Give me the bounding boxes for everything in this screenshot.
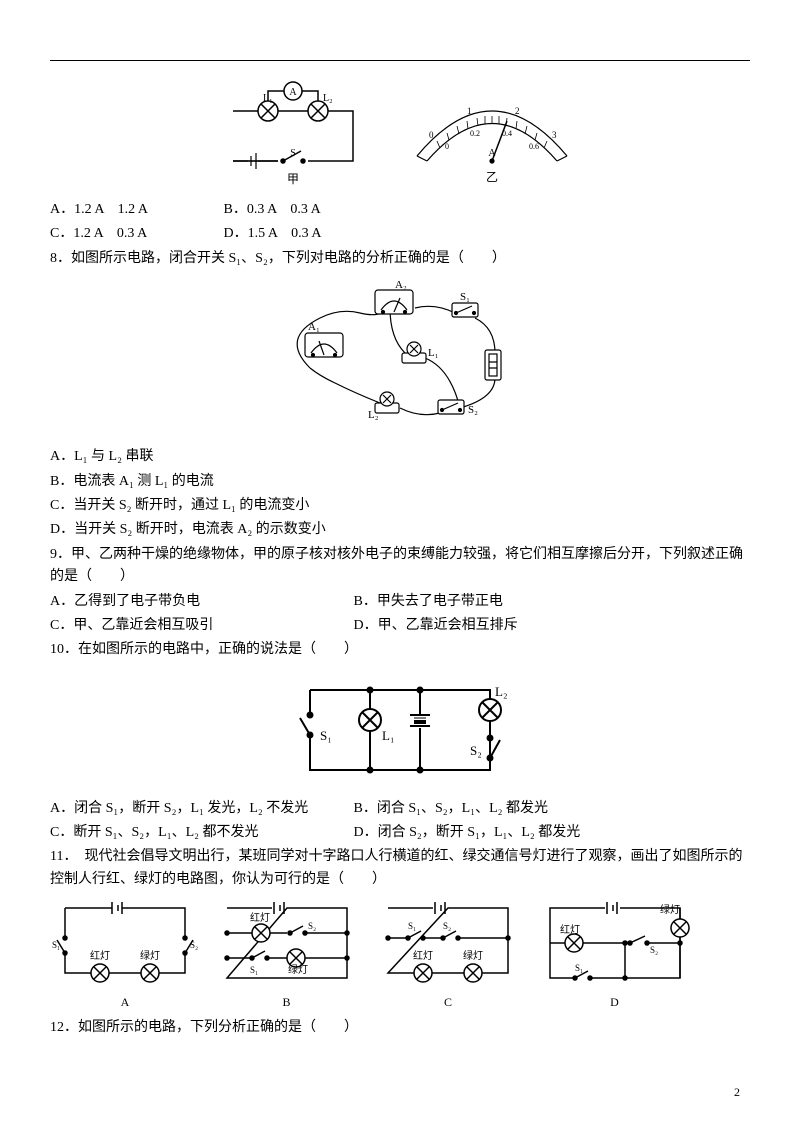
q9-optA: A．乙得到了电子带负电 bbox=[50, 591, 350, 613]
q11-labelB: B bbox=[212, 993, 362, 1012]
svg-text:绿灯: 绿灯 bbox=[463, 949, 483, 962]
q10-optA: A．闭合 S₁，断开 S₂，L₁ 发光，L₂ 不发光 bbox=[50, 798, 350, 820]
q11-labelC: C bbox=[373, 993, 523, 1012]
q10-S1-label: S₁ bbox=[320, 728, 332, 743]
q10-stem: 10．在如图所示的电路中，正确的说法是（ ） bbox=[50, 639, 750, 661]
q8-optA: A．L₁ 与 L₂ 串联 bbox=[50, 446, 750, 468]
svg-text:红灯: 红灯 bbox=[413, 949, 433, 962]
q8-stem: 8．如图所示电路，闭合开关 S₁、S₂，下列对电路的分析正确的是（ ） bbox=[50, 248, 750, 270]
q8-L2-label: L₂ bbox=[368, 409, 379, 421]
svg-text:0.6: 0.6 bbox=[529, 142, 539, 151]
q7-optD: D．1.5 A 0.3 A bbox=[224, 223, 394, 245]
q10-L2-label: L₂ bbox=[495, 684, 507, 699]
q8-optB: B．电流表 A₁ 测 L₁ 的电流 bbox=[50, 471, 750, 493]
q9-stem: 9．甲、乙两种干燥的绝缘物体，甲的原子核对核外电子的束缚能力较强，将它们相互摩擦… bbox=[50, 544, 750, 589]
q7-options-row1: A．1.2 A 1.2 A B．0.3 A 0.3 A bbox=[50, 199, 750, 221]
q7-caption-left: 甲 bbox=[287, 172, 299, 186]
q8-A2-label: A₂ bbox=[395, 279, 407, 291]
svg-text:绿灯: 绿灯 bbox=[140, 949, 160, 962]
q10-options-row2: C．断开 S₁、S₂，L₁、L₂ 都不发光 D．闭合 S₂，断开 S₁，L₁、L… bbox=[50, 822, 750, 844]
svg-text:0: 0 bbox=[445, 142, 449, 151]
svg-text:A: A bbox=[488, 148, 496, 159]
q11-figures: S₁ S₂ 红灯 绿灯 A bbox=[50, 893, 750, 1014]
q11-labelA: A bbox=[50, 993, 200, 1012]
q7-meter-diagram: 0 1 2 3 0 0.2 0.4 0.6 A 乙 bbox=[407, 86, 577, 186]
q12-stem: 12．如图所示的电路，下列分析正确的是（ ） bbox=[50, 1017, 750, 1039]
svg-text:绿灯: 绿灯 bbox=[660, 903, 680, 916]
svg-text:0.2: 0.2 bbox=[470, 129, 480, 138]
svg-text:S₁: S₁ bbox=[250, 965, 258, 975]
q10-options-row1: A．闭合 S₁，断开 S₂，L₁ 发光，L₂ 不发光 B．闭合 S₁、S₂，L₁… bbox=[50, 798, 750, 820]
q11-stem: 11． 现代社会倡导文明出行，某班同学对十字路口人行横道的红、绿交通信号灯进行了… bbox=[50, 846, 750, 891]
q10-optB: B．闭合 S₁、S₂，L₁、L₂ 都发光 bbox=[354, 798, 549, 820]
svg-text:S₂: S₂ bbox=[190, 940, 198, 950]
q9-options-row1: A．乙得到了电子带负电 B．甲失去了电子带正电 bbox=[50, 591, 750, 613]
q7-options-row2: C．1.2 A 0.3 A D．1.5 A 0.3 A bbox=[50, 223, 750, 245]
q11-figD: 绿灯 红灯 S₂ S₁ D bbox=[535, 893, 695, 1012]
svg-text:红灯: 红灯 bbox=[90, 949, 110, 962]
q9-optC: C．甲、乙靠近会相互吸引 bbox=[50, 615, 350, 637]
page-number: 2 bbox=[734, 1083, 740, 1102]
q7-optC: C．1.2 A 0.3 A bbox=[50, 223, 220, 245]
q10-L1-label: L₁ bbox=[382, 728, 394, 743]
q7-optB: B．0.3 A 0.3 A bbox=[224, 199, 394, 221]
q10-optD: D．闭合 S₂，断开 S₁，L₁、L₂ 都发光 bbox=[354, 822, 581, 844]
q7-circuit-diagram: A L₁ L₂ S 甲 bbox=[223, 81, 363, 191]
svg-text:S₂: S₂ bbox=[650, 945, 658, 955]
top-rule bbox=[50, 60, 750, 61]
q9-optB: B．甲失去了电子带正电 bbox=[354, 591, 503, 613]
q8-S1-label: S₁ bbox=[460, 291, 470, 303]
q8-A1-label: A₁ bbox=[308, 321, 320, 333]
switch-label: S bbox=[290, 148, 296, 159]
q8-optC: C．当开关 S₂ 断开时，通过 L₁ 的电流变小 bbox=[50, 495, 750, 517]
svg-text:S₁: S₁ bbox=[408, 921, 416, 931]
lamp2-label: L₂ bbox=[323, 93, 333, 104]
q11-figA: S₁ S₂ 红灯 绿灯 A bbox=[50, 893, 200, 1012]
svg-text:0.4: 0.4 bbox=[502, 129, 512, 138]
svg-text:S₂: S₂ bbox=[443, 921, 451, 931]
q7-caption-right: 乙 bbox=[486, 170, 498, 184]
svg-text:S₂: S₂ bbox=[308, 921, 316, 931]
q11-figB: 红灯 S₂ S₁ 绿灯 B bbox=[212, 893, 362, 1012]
q8-figure: A₂ A₁ S₁ L₁ L₂ S₂ bbox=[50, 278, 750, 438]
svg-text:2: 2 bbox=[515, 106, 520, 116]
q8-S2-label: S₂ bbox=[468, 404, 478, 416]
q7-optA: A．1.2 A 1.2 A bbox=[50, 199, 220, 221]
q11-labelD: D bbox=[535, 993, 695, 1012]
q8-L1-label: L₁ bbox=[428, 347, 439, 359]
ammeter-label: A bbox=[290, 87, 298, 98]
q10-S2-label: S₂ bbox=[470, 743, 482, 758]
lamp1-label: L₁ bbox=[263, 93, 273, 104]
svg-text:S₁: S₁ bbox=[52, 940, 60, 950]
svg-text:红灯: 红灯 bbox=[560, 923, 580, 936]
q10-figure: S₁ L₁ L₂ S₂ bbox=[50, 670, 750, 790]
q9-options-row2: C．甲、乙靠近会相互吸引 D．甲、乙靠近会相互排斥 bbox=[50, 615, 750, 637]
q9-optD: D．甲、乙靠近会相互排斥 bbox=[354, 615, 518, 637]
q8-optD: D．当开关 S₂ 断开时，电流表 A₂ 的示数变小 bbox=[50, 519, 750, 541]
svg-text:S₁: S₁ bbox=[575, 963, 583, 973]
q10-optC: C．断开 S₁、S₂，L₁、L₂ 都不发光 bbox=[50, 822, 350, 844]
svg-text:1: 1 bbox=[467, 106, 472, 116]
svg-text:绿灯: 绿灯 bbox=[288, 963, 308, 976]
q11-figC: S₁ S₂ 红灯 绿灯 C bbox=[373, 893, 523, 1012]
svg-text:红灯: 红灯 bbox=[250, 911, 270, 924]
q7-figures: A L₁ L₂ S 甲 0 1 2 3 bbox=[50, 81, 750, 191]
svg-text:3: 3 bbox=[552, 130, 557, 140]
svg-text:0: 0 bbox=[429, 130, 434, 140]
